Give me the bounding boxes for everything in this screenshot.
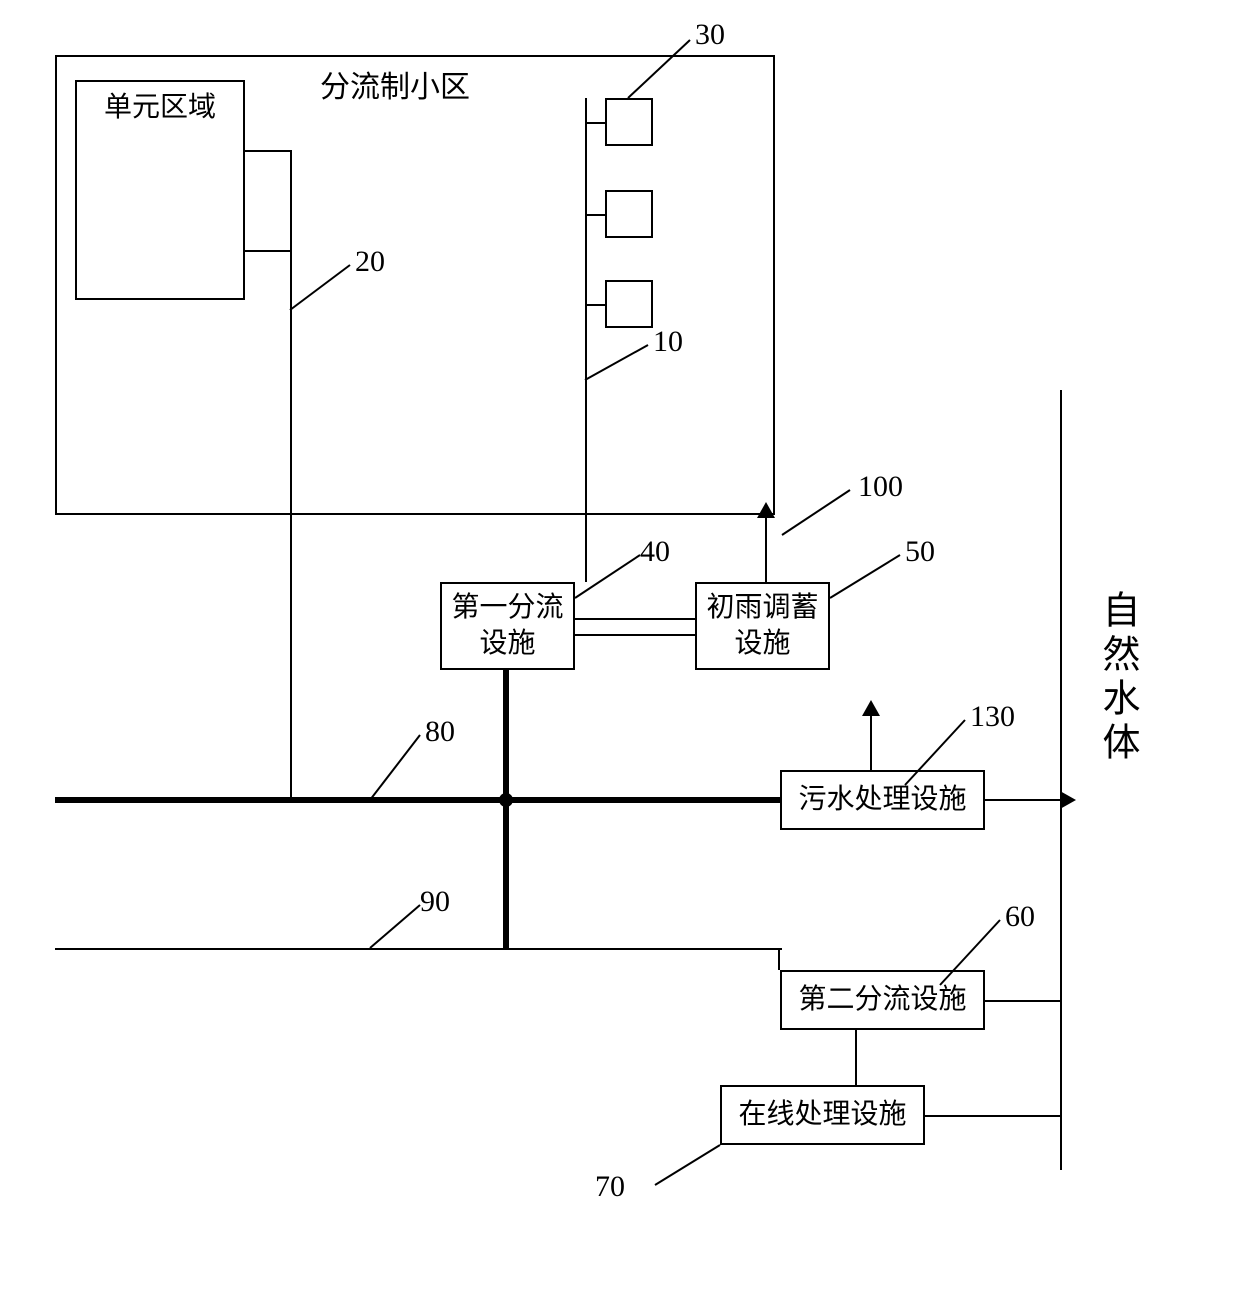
label-100: 100 bbox=[858, 470, 903, 504]
online-treatment-box: 在线处理设施 bbox=[720, 1085, 925, 1145]
label-90: 90 bbox=[420, 885, 450, 919]
unit-area-box: 单元区域 bbox=[75, 80, 245, 300]
pipe bbox=[585, 214, 605, 216]
pipe-node bbox=[499, 793, 513, 807]
pipe bbox=[985, 1000, 1060, 1002]
pipe bbox=[245, 250, 290, 252]
arrow-shaft bbox=[765, 517, 767, 582]
initial-rain-box: 初雨调蓄 设施 bbox=[695, 582, 830, 670]
pipe bbox=[585, 122, 605, 124]
rain-inlet bbox=[605, 280, 653, 328]
first-diversion-label: 第一分流 设施 bbox=[451, 590, 563, 663]
pipe-sewage-vertical bbox=[290, 150, 292, 800]
label-70: 70 bbox=[595, 1170, 625, 1204]
label-80: 80 bbox=[425, 715, 455, 749]
rain-inlet bbox=[605, 98, 653, 146]
natural-water-label: 自然水体 bbox=[1090, 590, 1145, 766]
sewage-treatment-label: 污水处理设施 bbox=[798, 782, 966, 818]
pipe-main-sewage bbox=[55, 797, 780, 803]
district-title: 分流制小区 bbox=[320, 62, 470, 106]
arrow-right-icon bbox=[1060, 791, 1076, 809]
unit-area-label: 单元区域 bbox=[104, 90, 216, 126]
online-treatment-label: 在线处理设施 bbox=[738, 1097, 906, 1133]
pipe bbox=[575, 618, 695, 620]
arrow-up-icon bbox=[757, 502, 775, 518]
diagram-canvas: 分流制小区 单元区域 第一分流 设施 初雨调蓄 设施 污水处理设施 第二分流设施 bbox=[0, 0, 1240, 1294]
second-diversion-box: 第二分流设施 bbox=[780, 970, 985, 1030]
label-40: 40 bbox=[640, 535, 670, 569]
arrow-shaft bbox=[985, 799, 1060, 801]
initial-rain-label: 初雨调蓄 设施 bbox=[706, 590, 818, 663]
pipe bbox=[585, 304, 605, 306]
pipe bbox=[575, 634, 695, 636]
pipe bbox=[925, 1115, 1060, 1117]
pipe bbox=[245, 150, 290, 152]
sewage-treatment-box: 污水处理设施 bbox=[780, 770, 985, 830]
label-20: 20 bbox=[355, 245, 385, 279]
arrow-shaft bbox=[870, 715, 872, 770]
pipe bbox=[778, 948, 782, 950]
pipe-thick-vertical bbox=[503, 670, 509, 950]
natural-water-line bbox=[1060, 390, 1062, 1170]
arrow-up-icon bbox=[862, 700, 880, 716]
pipe-main-rain bbox=[55, 948, 780, 950]
second-diversion-label: 第二分流设施 bbox=[798, 982, 966, 1018]
label-50: 50 bbox=[905, 535, 935, 569]
first-diversion-box: 第一分流 设施 bbox=[440, 582, 575, 670]
label-10: 10 bbox=[653, 325, 683, 359]
rain-inlet bbox=[605, 190, 653, 238]
pipe bbox=[855, 1030, 857, 1085]
label-130: 130 bbox=[970, 700, 1015, 734]
pipe-rain-vertical bbox=[585, 98, 587, 582]
label-30: 30 bbox=[695, 18, 725, 52]
pipe bbox=[778, 948, 780, 970]
label-60: 60 bbox=[1005, 900, 1035, 934]
